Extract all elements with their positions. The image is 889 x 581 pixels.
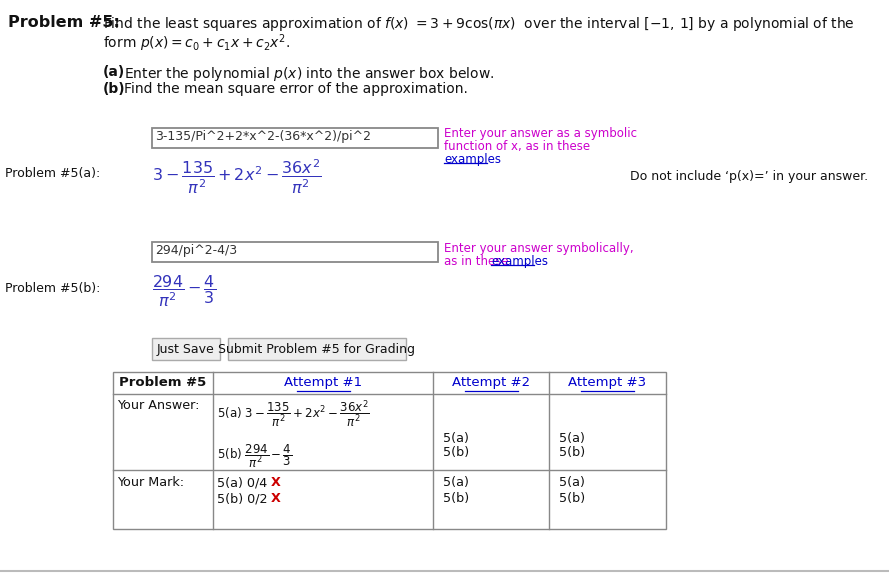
Text: 5(b): 5(b)	[443, 492, 469, 505]
Text: Problem #5:: Problem #5:	[8, 15, 120, 30]
Text: Problem #5(a):: Problem #5(a):	[5, 167, 100, 180]
Text: Submit Problem #5 for Grading: Submit Problem #5 for Grading	[219, 343, 415, 356]
Text: (a): (a)	[103, 65, 125, 79]
Text: 5(a): 5(a)	[443, 432, 469, 445]
Text: (b): (b)	[103, 82, 125, 96]
Text: 5(b): 5(b)	[559, 446, 585, 459]
Text: examples: examples	[444, 153, 501, 166]
Text: 5(a): 5(a)	[443, 476, 469, 489]
FancyBboxPatch shape	[228, 338, 406, 360]
Text: Enter your answer as a symbolic: Enter your answer as a symbolic	[444, 127, 637, 140]
Text: function of x, as in these: function of x, as in these	[444, 140, 590, 153]
Text: Enter the polynomial $p(x)$ into the answer box below.: Enter the polynomial $p(x)$ into the ans…	[124, 65, 494, 83]
Text: 5(a) 0/4: 5(a) 0/4	[217, 476, 268, 489]
Text: Find the least squares approximation of $f(x)$ $= 3 + 9\cos(\pi x)$  over the in: Find the least squares approximation of …	[103, 15, 854, 33]
Text: form $p(x) = c_0 + c_1 x + c_2 x^2$.: form $p(x) = c_0 + c_1 x + c_2 x^2$.	[103, 32, 290, 53]
Text: 5(b) 0/2: 5(b) 0/2	[217, 492, 268, 505]
Text: 5(b): 5(b)	[559, 492, 585, 505]
FancyBboxPatch shape	[113, 372, 666, 529]
Text: Problem #5(b):: Problem #5(b):	[5, 282, 100, 295]
Text: 5(b): 5(b)	[443, 446, 469, 459]
Text: 5(a): 5(a)	[559, 476, 585, 489]
Text: X: X	[271, 492, 281, 505]
Text: Problem #5: Problem #5	[119, 376, 206, 389]
Text: Just Save: Just Save	[157, 343, 215, 356]
Text: X: X	[271, 476, 281, 489]
Text: Your Answer:: Your Answer:	[117, 399, 199, 412]
Text: Enter your answer symbolically,: Enter your answer symbolically,	[444, 242, 634, 255]
Text: 3-135/Pi^2+2*x^2-(36*x^2)/pi^2: 3-135/Pi^2+2*x^2-(36*x^2)/pi^2	[155, 130, 371, 143]
Text: $\dfrac{294}{\pi^2} - \dfrac{4}{3}$: $\dfrac{294}{\pi^2} - \dfrac{4}{3}$	[152, 273, 216, 309]
Text: 5(b) $\dfrac{294}{\pi^2} - \dfrac{4}{3}$: 5(b) $\dfrac{294}{\pi^2} - \dfrac{4}{3}$	[217, 442, 292, 470]
FancyBboxPatch shape	[152, 128, 438, 148]
Text: Attempt #1: Attempt #1	[284, 376, 362, 389]
Text: 5(a): 5(a)	[559, 432, 585, 445]
Text: Find the mean square error of the approximation.: Find the mean square error of the approx…	[124, 82, 468, 96]
Text: Your Mark:: Your Mark:	[117, 476, 184, 489]
Text: 5(a) $3 - \dfrac{135}{\pi^2} + 2x^2 - \dfrac{36x^2}{\pi^2}$: 5(a) $3 - \dfrac{135}{\pi^2} + 2x^2 - \d…	[217, 399, 370, 431]
Text: Attempt #2: Attempt #2	[452, 376, 530, 389]
Text: $3 - \dfrac{135}{\pi^2} + 2x^2 - \dfrac{36x^2}{\pi^2}$: $3 - \dfrac{135}{\pi^2} + 2x^2 - \dfrac{…	[152, 158, 322, 196]
Text: 294/pi^2-4/3: 294/pi^2-4/3	[155, 244, 237, 257]
FancyBboxPatch shape	[152, 338, 220, 360]
Text: examples: examples	[491, 255, 548, 268]
FancyBboxPatch shape	[152, 242, 438, 262]
Text: as in these: as in these	[444, 255, 512, 268]
Text: Do not include ‘p(x)=’ in your answer.: Do not include ‘p(x)=’ in your answer.	[630, 170, 869, 183]
Text: Attempt #3: Attempt #3	[568, 376, 646, 389]
